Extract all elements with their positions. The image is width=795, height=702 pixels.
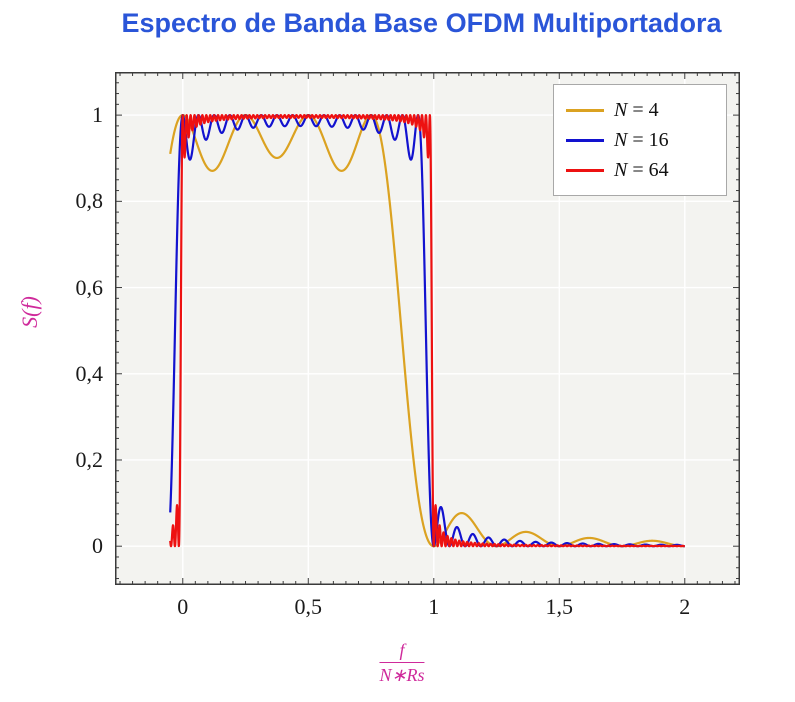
chart-title: Espectro de Banda Base OFDM Multiportado… — [121, 8, 722, 38]
legend-label-n16: N = 16 — [614, 128, 669, 151]
x-tick-label: 1 — [428, 594, 440, 619]
fraction-bar — [379, 662, 425, 663]
legend-swatch-n16 — [566, 138, 604, 142]
y-axis-label: S(f) — [17, 296, 42, 328]
legend-swatch-n4 — [566, 108, 604, 112]
x-tick-label: 2 — [679, 594, 691, 619]
y-tick-label: 0,2 — [75, 446, 104, 472]
y-tick-label: 0,4 — [75, 360, 104, 386]
x-tick-label: 1,5 — [545, 594, 574, 619]
x-axis-label-numerator: f — [399, 640, 405, 660]
legend-item-n4: N = 4 — [566, 95, 714, 125]
legend: N = 4 N = 16 N = 64 — [553, 84, 727, 196]
x-axis-label: f N∗Rs — [379, 640, 425, 685]
y-tick-label: 0,6 — [75, 274, 104, 300]
y-tick-label: 0,8 — [75, 188, 104, 214]
legend-item-n16: N = 16 — [566, 125, 714, 155]
legend-label-n4: N = 4 — [614, 98, 659, 121]
y-tick-label: 0 — [92, 533, 103, 559]
y-tick-label: 1 — [92, 102, 103, 128]
x-tick-label: 0 — [177, 594, 189, 619]
legend-item-n64: N = 64 — [566, 155, 714, 185]
x-tick-label: 0,5 — [294, 594, 323, 619]
x-axis-label-denominator: N∗Rs — [379, 665, 425, 685]
legend-label-n64: N = 64 — [614, 158, 669, 181]
legend-swatch-n64 — [566, 168, 604, 172]
